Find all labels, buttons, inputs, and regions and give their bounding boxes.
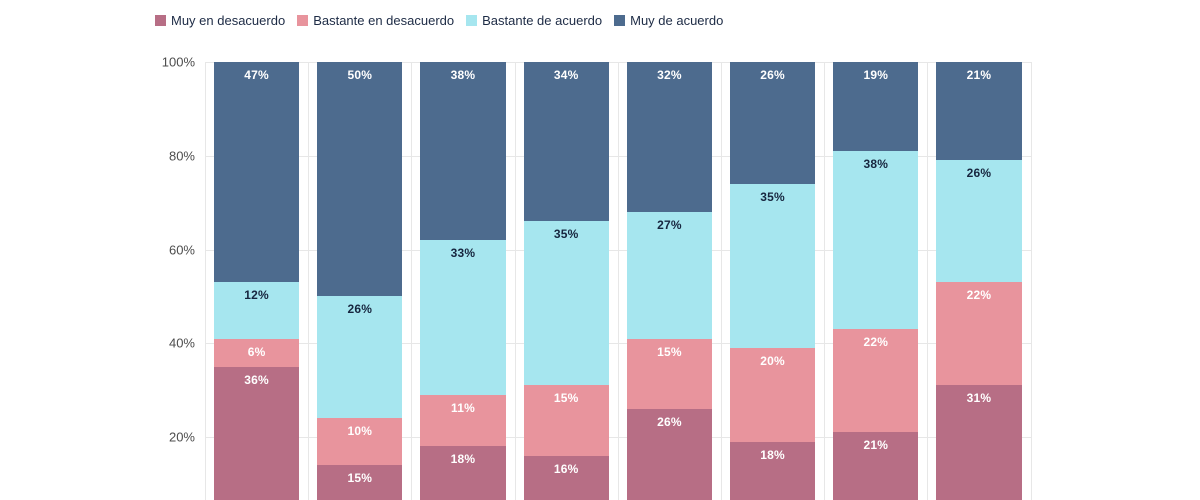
bar-segment (730, 62, 816, 184)
bar-segment (626, 62, 712, 212)
segment-value-label: 11% (451, 400, 475, 415)
bar-segment (523, 455, 609, 500)
legend-item: Bastante en desacuerdo (297, 13, 454, 28)
h-gridline (205, 155, 1031, 157)
bar-segment (420, 240, 506, 395)
y-axis-tick-label: 20% (168, 429, 195, 445)
bar-segment (626, 212, 712, 339)
segment-value-label: 32% (657, 68, 682, 82)
bar-segment (833, 329, 919, 433)
bar-segment (317, 465, 403, 500)
bar-segment (523, 62, 609, 222)
segment-value-label: 22% (863, 335, 889, 350)
bar-segment (214, 366, 300, 500)
legend-label: Muy en desacuerdo (171, 13, 286, 28)
segment-value-label: 15% (657, 344, 682, 359)
y-axis-tick-label: 60% (168, 242, 195, 257)
segment-value-label: 38% (450, 68, 476, 82)
segment-value-label: 21% (966, 68, 992, 82)
bar-segment (936, 385, 1022, 500)
segment-value-label: 33% (450, 246, 476, 261)
segment-value-label: 26% (657, 414, 682, 429)
v-gridline (927, 62, 929, 500)
segment-value-label: 36% (244, 372, 269, 387)
bar-segment (833, 151, 919, 330)
h-gridline (205, 437, 1031, 438)
legend-item: Muy en desacuerdo (155, 13, 285, 28)
legend-label: Muy de acuerdo (630, 13, 724, 28)
bar-segment (214, 282, 300, 339)
segment-value-label: 18% (760, 447, 785, 462)
legend-label: Bastante de acuerdo (482, 13, 603, 28)
bar-segment (317, 296, 403, 419)
v-gridline (721, 62, 722, 500)
segment-value-label: 50% (347, 68, 373, 82)
h-gridline (205, 249, 1031, 251)
segment-value-label: 10% (347, 424, 373, 439)
bar-segment (730, 441, 816, 500)
legend-swatch-icon (614, 15, 626, 26)
legend-item: Muy de acuerdo (614, 13, 723, 28)
bar-segment (420, 62, 506, 241)
segment-value-label: 35% (553, 227, 579, 242)
y-axis-tick-label: 100% (161, 54, 195, 70)
segment-value-label: 6% (247, 344, 266, 359)
bar-segment (730, 183, 816, 348)
legend-swatch-icon (155, 15, 166, 26)
v-gridline (617, 62, 619, 500)
segment-value-label: 18% (450, 452, 476, 467)
bar-segment (936, 160, 1022, 283)
segment-value-label: 26% (760, 68, 785, 82)
y-axis-tick-label: 40% (168, 335, 195, 351)
legend-item: Bastante de acuerdo (466, 13, 602, 28)
segment-value-label: 34% (553, 68, 579, 82)
bar-segment (523, 385, 609, 456)
segment-value-label: 15% (347, 471, 373, 486)
v-gridline (308, 62, 310, 500)
bar-segment (214, 62, 300, 283)
bar-segment (936, 62, 1022, 161)
bar-segment (420, 394, 506, 447)
v-gridline (514, 62, 516, 500)
v-gridline (1030, 62, 1032, 500)
segment-value-label: 12% (244, 288, 269, 303)
legend-label: Bastante en desacuerdo (313, 13, 455, 28)
bar-segment (833, 432, 919, 500)
bar-segment (523, 221, 609, 386)
h-gridline (205, 343, 1031, 345)
v-gridline (411, 62, 413, 500)
legend-swatch-icon (466, 15, 478, 26)
segment-value-label: 20% (760, 353, 785, 368)
segment-value-label: 26% (966, 166, 992, 181)
bar-segment (626, 408, 712, 500)
v-gridline (205, 62, 206, 500)
bar-segment (317, 62, 403, 297)
segment-value-label: 38% (863, 157, 889, 172)
segment-value-label: 35% (760, 189, 785, 204)
segment-value-label: 16% (553, 461, 579, 476)
bar-segment (730, 347, 816, 442)
segment-value-label: 15% (553, 391, 579, 406)
legend-swatch-icon (297, 15, 309, 26)
chart-legend: Muy en desacuerdo Bastante en desacuerdo B… (155, 13, 723, 28)
segment-value-label: 27% (657, 218, 682, 232)
segment-value-label: 21% (863, 438, 889, 453)
bar-segment (833, 62, 919, 152)
segment-value-label: 47% (244, 68, 269, 82)
bar-segment (936, 282, 1022, 386)
h-gridline (205, 62, 1031, 63)
segment-value-label: 26% (347, 302, 373, 317)
bar-segment (214, 338, 300, 367)
segment-value-label: 31% (966, 391, 992, 406)
segment-value-label: 19% (863, 68, 889, 82)
y-axis-tick-label: 80% (168, 148, 195, 164)
bar-segment (317, 418, 403, 466)
v-gridline (824, 62, 826, 500)
segment-value-label: 22% (966, 288, 992, 303)
bar-segment (626, 338, 712, 409)
bar-segment (420, 446, 506, 500)
